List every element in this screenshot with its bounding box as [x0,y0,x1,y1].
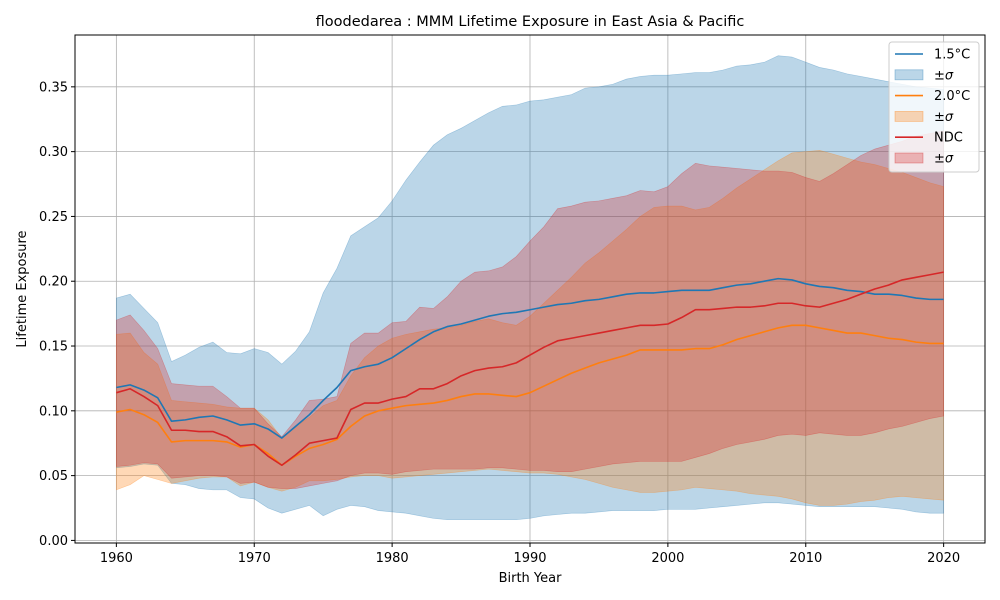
y-tick-label: 0.25 [39,210,68,225]
grid [75,35,985,543]
x-tick-label: 1970 [238,551,271,566]
x-axis-ticks: 1960 1970 1980 1990 2000 2010 2020 [100,543,960,566]
x-axis-label: Birth Year [499,571,563,586]
y-axis-label: Lifetime Exposure [15,230,30,347]
legend-band-label-ndc: ±σ [934,152,954,167]
y-tick-label: 0.00 [39,534,68,549]
legend-band-swatch-1-5c [894,69,924,81]
x-tick-label: 1960 [100,551,133,566]
x-tick-label: 1980 [376,551,409,566]
y-tick-label: 0.35 [39,80,68,95]
legend-label-ndc: NDC [934,131,963,146]
line-1-5c [116,277,944,439]
x-tick-label: 2010 [789,551,822,566]
band-1-5c [116,55,944,520]
legend-band-swatch-ndc [894,152,924,164]
y-tick-label: 0.15 [39,340,68,355]
chart-title: floodedarea : MMM Lifetime Exposure in E… [316,14,745,30]
line-ndc [116,271,944,467]
legend-label-1-5c: 1.5°C [934,48,970,63]
legend: 1.5°C ±σ 2.0°C ±σ NDC ±σ [888,41,980,173]
legend-label-2-0c: 2.0°C [934,89,970,104]
y-tick-label: 0.05 [39,469,68,484]
legend-band-swatch-2-0c [894,111,924,122]
legend-box [888,41,980,173]
x-tick-label: 2020 [927,551,960,566]
band-2-0c [116,150,944,506]
legend-band-label-1-5c: ±σ [934,68,954,83]
y-tick-label: 0.20 [39,275,68,290]
y-axis-ticks: 0.00 0.05 0.10 0.15 0.20 0.25 0.30 0.35 [39,80,75,549]
y-tick-label: 0.30 [39,145,68,160]
legend-band-label-2-0c: ±σ [934,110,954,125]
y-tick-label: 0.10 [39,404,68,419]
series-lines [116,271,944,467]
x-tick-label: 1990 [513,551,546,566]
x-tick-label: 2000 [651,551,684,566]
